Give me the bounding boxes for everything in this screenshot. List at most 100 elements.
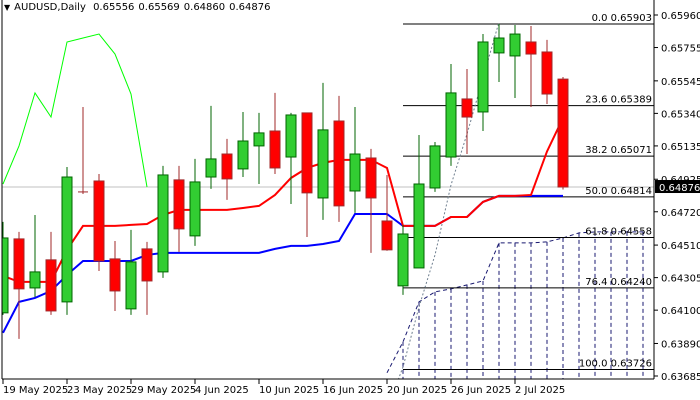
- bullish-candle: [477, 34, 489, 131]
- candle-body: [333, 120, 345, 207]
- candle-body: [221, 153, 233, 180]
- candle-body: [205, 158, 217, 178]
- date-tick-label: 2 Jul 2025: [515, 385, 565, 396]
- low-value: 0.64860: [183, 2, 226, 13]
- bullish-candle: [29, 214, 41, 297]
- fib-level-label: 100.0 0.63726: [579, 358, 652, 369]
- date-tick-label: 26 Jun 2025: [451, 385, 511, 396]
- chikou-span-line: [2, 33, 148, 188]
- bearish-candle: [221, 138, 233, 200]
- candle-body: [93, 180, 105, 262]
- fib-level-label: 23.6 0.65389: [585, 95, 652, 106]
- price-tick-label: 0.65545: [661, 77, 700, 88]
- bullish-candle: [509, 24, 521, 98]
- candle-body: [509, 33, 521, 57]
- bullish-candle: [413, 134, 425, 269]
- chart-header: ▼ AUDUSD,Daily 0.65556 0.65569 0.64860 0.648…: [4, 2, 271, 13]
- bearish-candle: [333, 95, 345, 222]
- fib-level-label: 61.8 0.64558: [585, 226, 652, 237]
- tenkan-sen-line: [2, 117, 564, 283]
- bullish-candle: [285, 112, 297, 204]
- plot-area: 0.0 0.65903 23.6 0.65389 38.2 0.65071 50.0 …: [2, 13, 654, 379]
- bullish-candle: [2, 221, 9, 315]
- fib-level-label: 38.2 0.65071: [585, 145, 652, 156]
- senkou-span-line: [386, 231, 643, 374]
- candle-body: [2, 237, 9, 314]
- candle-body: [349, 153, 361, 192]
- candle-body: [29, 271, 41, 289]
- candle-body: [61, 176, 73, 303]
- date-tick-label: 23 May 2025: [67, 385, 132, 396]
- price-tick-label: 0.63890: [661, 339, 700, 350]
- bullish-candle: [189, 158, 201, 246]
- dotted-trend-line: [397, 21, 500, 379]
- fib-level-label: 76.4 0.64240: [585, 277, 652, 288]
- bullish-candle: [493, 24, 505, 82]
- bullish-candle: [205, 105, 217, 189]
- bullish-candle: [349, 107, 361, 213]
- bullish-candle: [317, 82, 329, 220]
- bullish-candle: [253, 112, 265, 184]
- bearish-candle: [45, 231, 57, 315]
- price-tick-label: 0.65135: [661, 142, 700, 153]
- price-tick-label: 0.65755: [661, 44, 700, 55]
- candle-body: [269, 130, 281, 169]
- candle-body: [557, 78, 569, 188]
- price-tick-label: 0.64100: [661, 306, 700, 317]
- bearish-candle: [557, 77, 569, 190]
- candle-body: [461, 98, 473, 118]
- candle-body: [13, 238, 25, 290]
- fib-level-label: 50.0 0.64814: [585, 186, 652, 197]
- date-tick-label: 4 Jun 2025: [195, 385, 249, 396]
- bearish-candle: [461, 68, 473, 155]
- close-value: 0.64876: [229, 2, 271, 13]
- candle-body: [141, 248, 153, 282]
- high-value: 0.65569: [138, 2, 180, 13]
- fib-level-label: 0.0 0.65903: [592, 13, 652, 24]
- candle-body: [493, 37, 505, 54]
- candle-body: [237, 140, 249, 170]
- candle-body: [413, 183, 425, 269]
- current-price-badge: [655, 180, 700, 194]
- bearish-candle: [93, 173, 105, 271]
- bearish-candle: [269, 92, 281, 174]
- date-tick-label: 19 May 2025: [3, 385, 68, 396]
- price-tick-label: 0.65960: [661, 11, 700, 22]
- open-value: 0.65556: [93, 2, 135, 13]
- bearish-candle: [78, 107, 88, 194]
- candle-body: [173, 179, 185, 230]
- candle-body: [301, 112, 313, 194]
- date-tick-label: 10 Jun 2025: [259, 385, 319, 396]
- bullish-candle: [125, 229, 137, 315]
- candle-body: [525, 41, 537, 55]
- bullish-candle: [61, 167, 73, 315]
- price-tick-label: 0.64510: [661, 241, 700, 252]
- bullish-candle: [445, 64, 457, 166]
- bearish-candle: [541, 39, 553, 105]
- bullish-candle: [429, 141, 441, 192]
- price-axis: 0.659600.657550.655450.653400.651350.649…: [654, 11, 700, 383]
- candle-body: [541, 51, 553, 95]
- candle-body: [253, 132, 265, 147]
- bearish-candle: [141, 241, 153, 315]
- candle-body: [429, 145, 441, 189]
- bearish-candle: [13, 231, 25, 339]
- candle-body: [445, 92, 457, 158]
- candle-body: [45, 259, 57, 312]
- candle-body: [109, 258, 121, 292]
- date-tick-label: 29 May 2025: [131, 385, 196, 396]
- dropdown-triangle-icon[interactable]: ▼: [4, 3, 11, 12]
- candle-body: [317, 129, 329, 199]
- bullish-candle: [157, 165, 169, 278]
- price-tick-label: 0.65340: [661, 109, 700, 120]
- kijun-sen-line: [2, 194, 563, 334]
- candle-body: [365, 157, 377, 199]
- current-price-label: 0.64876: [659, 183, 700, 194]
- symbol-label: AUDUSD,Daily: [14, 2, 86, 13]
- bearish-candle: [301, 112, 313, 237]
- candle-body: [397, 233, 409, 287]
- candle-body: [125, 261, 137, 310]
- price-tick-label: 0.63685: [661, 372, 700, 383]
- candle-body: [157, 174, 169, 273]
